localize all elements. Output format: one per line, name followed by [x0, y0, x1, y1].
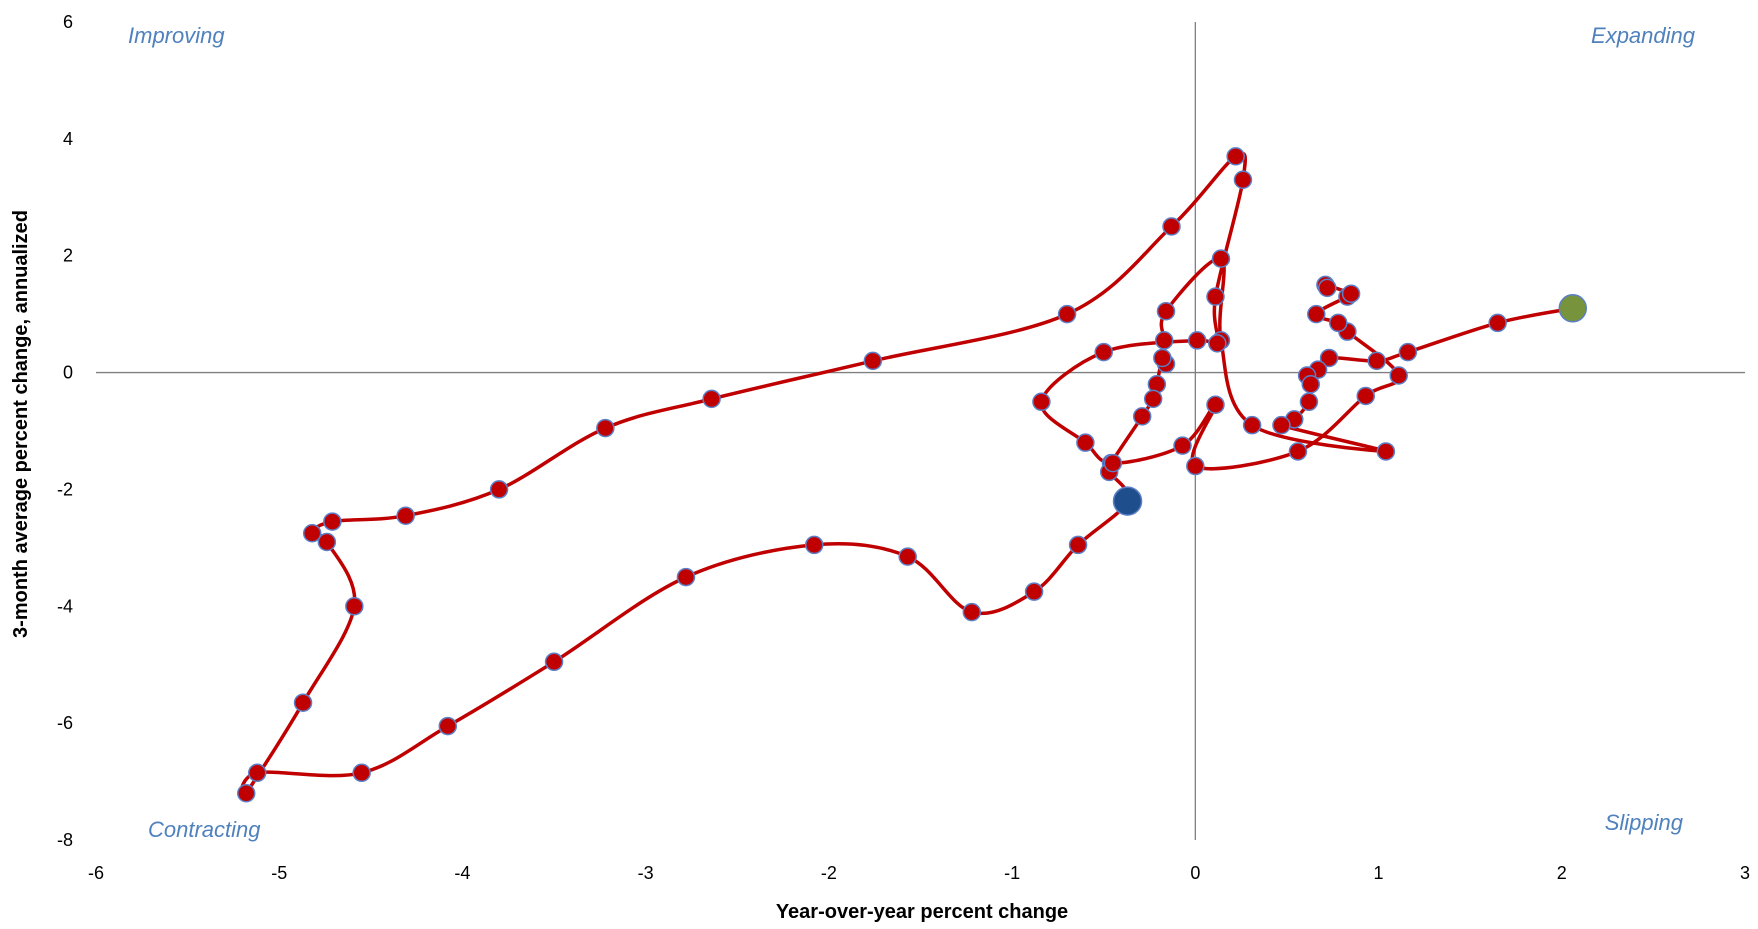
- data-point: [1068, 535, 1088, 555]
- quadrant-label-slipping: Slipping: [1605, 810, 1684, 835]
- trajectory-line: [239, 151, 1574, 798]
- data-point: [1211, 249, 1231, 268]
- data-point: [962, 602, 982, 622]
- data-point: [1272, 415, 1291, 435]
- y-tick-labels: 6 4 2 0 -2 -4 -6 -8: [57, 12, 73, 850]
- data-point: [1162, 217, 1181, 236]
- data-point: [1132, 407, 1152, 426]
- data-point: [352, 763, 371, 783]
- y-tick-label: 0: [63, 363, 73, 383]
- y-tick-label: -4: [57, 596, 73, 616]
- data-point: [1356, 386, 1375, 406]
- x-tick-label: 0: [1190, 863, 1200, 883]
- x-tick-label: -1: [1004, 863, 1020, 883]
- data-point: [345, 597, 364, 616]
- data-point: [1024, 582, 1044, 601]
- data-point: [702, 389, 721, 409]
- data-point: [1094, 342, 1113, 362]
- data-point: [1208, 334, 1227, 353]
- data-point: [438, 716, 458, 736]
- trajectory-line-layer: [239, 151, 1574, 798]
- x-tick-label: 1: [1374, 863, 1384, 883]
- data-point: [1488, 313, 1507, 333]
- y-tick-label: -6: [57, 713, 73, 733]
- data-point: [1367, 351, 1386, 371]
- data-point: [544, 652, 564, 672]
- data-point: [1318, 278, 1337, 298]
- quadrant-label-expanding: Expanding: [1591, 23, 1696, 48]
- data-point: [1398, 342, 1418, 362]
- data-point: [1173, 436, 1192, 455]
- y-tick-label: 2: [63, 246, 73, 266]
- x-tick-label: -5: [271, 863, 287, 883]
- data-point: [1032, 392, 1051, 412]
- data-point: [898, 547, 917, 566]
- y-tick-label: -2: [57, 479, 73, 499]
- data-point: [863, 351, 883, 371]
- y-axis-title: 3-month average percent change, annualiz…: [10, 210, 32, 638]
- quadrant-label-contracting: Contracting: [148, 817, 261, 842]
- data-point: [1103, 453, 1123, 473]
- data-point: [1242, 415, 1262, 435]
- data-point: [1376, 442, 1396, 461]
- x-tick-label: -6: [88, 863, 104, 883]
- data-point: [1307, 304, 1326, 324]
- x-tick-label: 2: [1557, 863, 1567, 883]
- data-point: [1226, 147, 1245, 166]
- data-point: [596, 418, 615, 438]
- data-point: [804, 535, 824, 555]
- data-point: [1206, 287, 1225, 306]
- data-point: [396, 506, 415, 525]
- y-tick-label: 4: [63, 129, 73, 149]
- x-tick-label: -3: [638, 863, 654, 883]
- data-point: [1328, 313, 1348, 333]
- data-points-layer: [236, 147, 1588, 803]
- data-point: [293, 693, 313, 712]
- x-tick-labels: -6 -5 -4 -3 -2 -1 0 1 2 3: [88, 863, 1750, 883]
- y-tick-label: -8: [57, 830, 73, 850]
- data-point-highlight-blue: [1112, 486, 1143, 516]
- data-point: [1186, 456, 1205, 476]
- data-point: [676, 567, 696, 587]
- data-point: [302, 524, 322, 543]
- data-point-highlight-green: [1558, 294, 1588, 323]
- data-point: [1143, 389, 1163, 409]
- data-point: [1206, 395, 1225, 414]
- data-point: [1057, 304, 1077, 324]
- data-point: [1299, 392, 1319, 412]
- data-point: [1389, 366, 1408, 385]
- y-tick-label: 6: [63, 12, 73, 32]
- data-point: [1341, 284, 1361, 303]
- data-point: [1288, 442, 1308, 461]
- quadrant-label-improving: Improving: [128, 23, 225, 48]
- data-point: [236, 784, 256, 803]
- data-point: [317, 532, 337, 552]
- data-point: [1076, 433, 1095, 452]
- data-point: [1153, 348, 1172, 368]
- data-point: [1187, 331, 1207, 350]
- x-axis-title: Year-over-year percent change: [776, 901, 1068, 923]
- data-point: [1154, 331, 1174, 350]
- x-tick-label: 3: [1740, 863, 1750, 883]
- data-point: [323, 512, 342, 531]
- data-point: [247, 763, 267, 783]
- data-point: [1156, 301, 1176, 321]
- data-point: [1319, 348, 1339, 368]
- data-point: [1301, 375, 1321, 394]
- data-point: [489, 480, 509, 499]
- x-tick-label: -4: [454, 863, 470, 883]
- x-tick-label: -2: [821, 863, 837, 883]
- data-point: [1233, 170, 1253, 190]
